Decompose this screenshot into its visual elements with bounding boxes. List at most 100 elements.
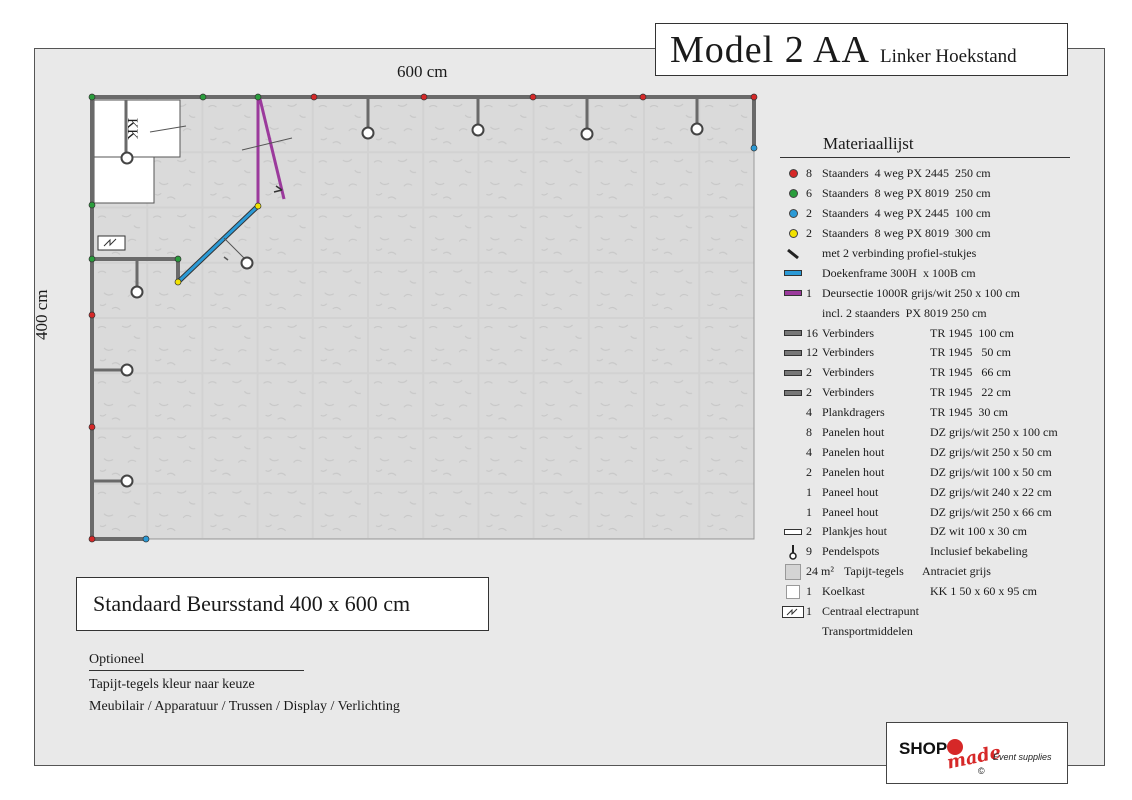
material-qty: 1	[806, 604, 812, 619]
material-description: Staanders 8 weg PX 8019 300 cm	[822, 226, 991, 241]
logo-mark: SHOP made © Event supplies	[899, 739, 1052, 776]
material-description: incl. 2 staanders PX 8019 250 cm	[822, 305, 987, 320]
material-description: met 2 verbinding profiel-stukjes	[822, 246, 977, 260]
empty-symbol	[780, 305, 806, 321]
fridge: KK	[93, 99, 187, 204]
bar-icon	[780, 365, 806, 381]
material-qty: 2	[806, 464, 812, 479]
material-description: Staanders 8 weg PX 8019 250 cm	[822, 186, 991, 201]
material-row: 2 Plankjes hout DZ wit 100 x 30 cm	[780, 522, 1100, 542]
material-qty: 2	[806, 206, 812, 221]
material-spec: DZ grijs/wit 100 x 50 cm	[930, 464, 1052, 479]
material-spec: DZ grijs/wit 250 x 66 cm	[930, 504, 1052, 519]
material-description: Panelen hout	[822, 425, 885, 440]
material-qty: 1	[806, 504, 812, 519]
material-qty: 24 m²	[806, 564, 834, 579]
material-spec: DZ grijs/wit 250 x 50 cm	[930, 444, 1052, 459]
material-row: 1 Paneel hout DZ grijs/wit 250 x 66 cm	[780, 502, 1100, 522]
material-row: 8 Panelen hout DZ grijs/wit 250 x 100 cm	[780, 423, 1100, 443]
pendant-spot-icon	[780, 544, 806, 560]
material-spec: TR 1945 66 cm	[930, 365, 1011, 380]
post-dot-icon	[780, 186, 806, 202]
material-spec: DZ grijs/wit 240 x 22 cm	[930, 484, 1052, 499]
material-description: Koelkast	[822, 584, 865, 599]
material-spec: TR 1945 30 cm	[930, 405, 1008, 420]
material-row: 6 Staanders 8 weg PX 8019 250 cm	[780, 184, 1100, 204]
material-row: met 2 verbinding profiel-stukjes	[780, 244, 1100, 264]
title-box: Model 2 AA Linker Hoekstand	[655, 23, 1068, 76]
posts	[88, 93, 758, 543]
model-subtitle: Linker Hoekstand	[880, 46, 1017, 67]
material-description: Transportmiddelen	[822, 623, 913, 638]
material-row: incl. 2 staanders PX 8019 250 cm	[780, 303, 1100, 323]
material-row: 12 Verbinders TR 1945 50 cm	[780, 343, 1100, 363]
material-qty: 2	[806, 226, 812, 241]
material-row: 2 Panelen hout DZ grijs/wit 100 x 50 cm	[780, 462, 1100, 482]
material-row: 2 Verbinders TR 1945 22 cm	[780, 383, 1100, 403]
door-section	[241, 98, 293, 206]
stand-label: Standaard Beursstand 400 x 600 cm	[93, 591, 411, 616]
bar-icon	[780, 385, 806, 401]
fridge-icon	[780, 584, 806, 600]
material-spec: TR 1945 100 cm	[930, 325, 1014, 340]
material-list-title: Materiaallijst	[780, 134, 1070, 158]
svg-text:SHOP: SHOP	[899, 739, 947, 758]
material-row: 1 Deursectie 1000R grijs/wit 250 x 100 cm	[780, 283, 1100, 303]
material-description: Panelen hout	[822, 464, 885, 479]
model-title: Model 2 AA	[670, 29, 870, 71]
material-qty: 1	[806, 484, 812, 499]
material-row: 2 Staanders 8 weg PX 8019 300 cm	[780, 224, 1100, 244]
empty-symbol	[780, 464, 806, 480]
material-description: Pendelspots	[822, 544, 880, 559]
material-description: Verbinders	[822, 385, 874, 400]
material-qty: 4	[806, 405, 812, 420]
optional-title: Optioneel	[89, 652, 304, 671]
carpet-tiles	[91, 96, 755, 540]
material-row: 8 Staanders 4 weg PX 2445 250 cm	[780, 164, 1100, 184]
material-description: Panelen hout	[822, 444, 885, 459]
material-description: Doekenframe 300H x 100B cm	[822, 265, 976, 280]
bar-icon	[780, 345, 806, 361]
material-row: 1 Centraal electrapunt	[780, 602, 1100, 622]
material-qty: 2	[806, 365, 812, 380]
material-spec: Antraciet grijs	[922, 564, 991, 579]
empty-symbol	[780, 405, 806, 421]
bar-icon	[780, 265, 806, 281]
plank-icon	[780, 524, 806, 540]
material-row: 24 m² Tapijt-tegels Antraciet grijs	[780, 562, 1100, 582]
material-spec: KK 1 50 x 60 x 95 cm	[930, 584, 1037, 599]
shopmade-logo: SHOP made © Event supplies	[886, 722, 1068, 784]
power-outlet-icon	[97, 235, 126, 251]
material-row: 2 Verbinders TR 1945 66 cm	[780, 363, 1100, 383]
post-dot-icon	[780, 166, 806, 182]
material-qty: 8	[806, 166, 812, 181]
material-qty: 16	[806, 325, 818, 340]
bar-icon	[780, 285, 806, 301]
optional-section: Optioneel Tapijt-tegels kleur naar keuze…	[89, 652, 400, 721]
material-qty: 1	[806, 285, 812, 300]
material-list: Materiaallijst 8 Staanders 4 weg PX 2445 …	[780, 134, 1100, 641]
material-description: Deursectie 1000R grijs/wit 250 x 100 cm	[822, 285, 1020, 300]
stand-label-box: Standaard Beursstand 400 x 600 cm	[76, 577, 489, 631]
logo-tagline: Event supplies	[993, 752, 1052, 762]
material-qty: 8	[806, 425, 812, 440]
material-description: Paneel hout	[822, 484, 879, 499]
fridge-label: KK	[124, 118, 140, 140]
material-description: Staanders 4 weg PX 2445 250 cm	[822, 166, 991, 181]
empty-symbol	[780, 484, 806, 500]
material-description: Tapijt-tegels	[844, 564, 904, 579]
material-row: 4 Plankdragers TR 1945 30 cm	[780, 403, 1100, 423]
material-qty: 6	[806, 186, 812, 201]
material-description: Verbinders	[822, 345, 874, 360]
width-dimension: 600 cm	[397, 62, 448, 81]
material-row: 1 Paneel hout DZ grijs/wit 240 x 22 cm	[780, 482, 1100, 502]
material-row: 16 Verbinders TR 1945 100 cm	[780, 323, 1100, 343]
material-qty: 2	[806, 385, 812, 400]
material-qty: 9	[806, 544, 812, 559]
optional-line: Tapijt-tegels kleur naar keuze	[89, 677, 255, 692]
material-description: Verbinders	[822, 325, 874, 340]
material-spec: TR 1945 22 cm	[930, 385, 1011, 400]
material-qty: 4	[806, 444, 812, 459]
material-row: 2 Staanders 4 weg PX 2445 100 cm	[780, 204, 1100, 224]
